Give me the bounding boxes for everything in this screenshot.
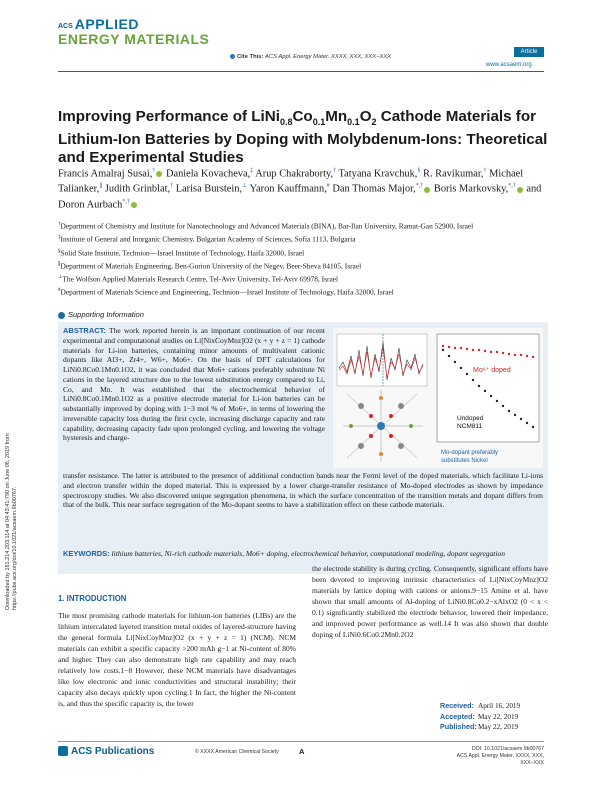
toc-graphic: Mo⁶⁺ doped Undoped NCM811 Mo-dopant pref…	[333, 328, 543, 468]
author-affiliation-mark: §	[417, 168, 421, 174]
footer-doi: DOI: 10.1021/acsaem.9b00767 ACS Appl. En…	[440, 746, 544, 767]
article-title: Improving Performance of LiNi0.8Co0.1Mn0…	[58, 108, 548, 167]
orcid-icon[interactable]	[156, 171, 163, 178]
copyright: © XXXX American Chemical Society	[195, 749, 279, 755]
author-affiliation-mark: ∥	[99, 183, 103, 190]
affiliation-item: †Department of Chemistry and Institute f…	[58, 221, 474, 231]
cite-label: Cite This:	[237, 54, 264, 61]
date-row: Published:May 22, 2019	[440, 722, 519, 731]
author-affiliation-mark: ‡	[250, 168, 254, 174]
download-side-note: Downloaded by 181.214.203.114 at 04:43:4…	[5, 433, 18, 610]
affiliation-item: #Department of Materials Science and Eng…	[58, 287, 394, 297]
author-affiliation-mark: †	[333, 168, 337, 174]
footer-divider	[58, 741, 544, 742]
affiliation-item: ‡Institute of General and Inorganic Chem…	[58, 234, 356, 244]
author-name[interactable]: Michael Talianker,	[58, 168, 524, 195]
journal-ref: ACS Appl. Energy Mater. XXXX, XXX, XXX−X…	[456, 753, 544, 766]
publication-dates: Received: April 16, 2019 Accepted: May 22, …	[440, 701, 520, 733]
toc-label-doped: Mo⁶⁺ doped	[473, 367, 511, 374]
body-column-2: the electrode stability is during cyclin…	[312, 564, 548, 639]
author-name[interactable]: Francis Amalraj Susai,	[58, 168, 153, 180]
author-name[interactable]: Daniela Kovacheva,	[165, 168, 251, 180]
author-name[interactable]: R. Ravikumar,	[423, 168, 484, 180]
cite-this[interactable]: Cite This: ACS Appl. Energy Mater. XXXX,…	[230, 54, 391, 60]
toc-label-sub-2: substitutes Nickel	[441, 458, 488, 464]
cycling-plot	[436, 333, 540, 443]
affiliation-item: §Solid State Institute, Technion—Israel …	[58, 248, 305, 257]
affiliation-item: ⊥The Wolfson Applied Materials Research …	[58, 274, 339, 284]
author-name[interactable]: Boris Markovsky,	[433, 183, 509, 195]
author-name[interactable]: Dan Thomas Major,	[332, 183, 416, 195]
author-name[interactable]: Tatyana Kravchuk,	[338, 168, 418, 180]
journal-logo: ACS APPLIED ENERGY MATERIALS	[58, 16, 218, 68]
acs-logo-icon	[58, 746, 68, 757]
author-affiliation-mark: *,†	[508, 183, 516, 190]
journal-website-link[interactable]: www.acsaem.org	[486, 62, 532, 68]
date-row: Accepted: May 22, 2019	[440, 711, 519, 721]
info-icon	[58, 311, 65, 319]
affiliations: †Department of Chemistry and Institute f…	[58, 220, 548, 300]
toc-label-sub-1: Mo-dopant preferably	[441, 450, 498, 456]
author-name[interactable]: Larisa Burstein,	[175, 183, 243, 195]
author-affiliation-mark: *,†	[122, 198, 130, 205]
abstract-label: ABSTRACT:	[63, 326, 106, 335]
orcid-icon[interactable]	[130, 202, 137, 209]
author-name[interactable]: Judith Grinblat,	[104, 183, 171, 195]
abstract-body-1: The work reported herein is an important…	[63, 326, 325, 443]
keywords-text: lithium batteries, Ni-rich cathode mater…	[111, 549, 505, 558]
date-row: Received: April 16, 2019	[440, 701, 521, 710]
author-affiliation-mark: ⊥	[242, 183, 248, 190]
author-affiliation-mark: #	[326, 183, 330, 190]
author-affiliation-mark: †	[483, 168, 487, 174]
cite-text: ACS Appl. Energy Mater. XXXX, XXX, XXX−X…	[265, 54, 392, 61]
supporting-information-link[interactable]: Supporting Information	[58, 310, 144, 319]
author-affiliation-mark: †	[170, 183, 174, 190]
author-name[interactable]: and Doron Aurbach	[58, 183, 542, 211]
cite-icon	[230, 54, 235, 59]
page-number: A	[299, 747, 305, 756]
author-name[interactable]: Yaron Kauffmann,	[249, 183, 327, 195]
affiliation-item: ∥Department of Materials Engineering, Be…	[58, 261, 362, 271]
article-badge: Article	[514, 47, 544, 57]
toc-label-undoped-1: Undoped	[457, 415, 484, 422]
logo-applied: APPLIED	[74, 16, 139, 32]
abstract-text-full: transfer resistance. The latter is attri…	[63, 471, 543, 510]
dos-plot	[336, 333, 428, 387]
toc-label-undoped-2: NCM811	[457, 423, 483, 430]
section-heading-introduction: 1. INTRODUCTION	[58, 594, 127, 603]
header-divider	[58, 71, 544, 72]
logo-energy: ENERGY MATERIALS	[58, 31, 210, 47]
keywords: KEYWORDS: lithium batteries, Ni-rich cat…	[63, 549, 543, 559]
acs-publications-logo: ACS Publications	[58, 746, 154, 757]
logo-acs: ACS	[58, 23, 73, 30]
keywords-label: KEYWORDS:	[63, 549, 110, 558]
author-affiliation-mark: *,†	[415, 183, 424, 190]
author-name[interactable]: Arup Chakraborty,	[255, 168, 334, 180]
crystal-structure	[343, 390, 423, 462]
orcid-icon[interactable]	[424, 186, 431, 193]
author-affiliation-mark: †	[152, 168, 156, 174]
body-column-1: The most promising cathode materials for…	[58, 611, 296, 708]
abstract-text-left: ABSTRACT: The work reported herein is an…	[63, 326, 325, 443]
author-list: Francis Amalraj Susai,† Daniela Kovachev…	[58, 165, 548, 211]
doi-link[interactable]: DOI: 10.1021/acsaem.9b00767	[471, 746, 544, 752]
orcid-icon[interactable]	[516, 186, 523, 193]
